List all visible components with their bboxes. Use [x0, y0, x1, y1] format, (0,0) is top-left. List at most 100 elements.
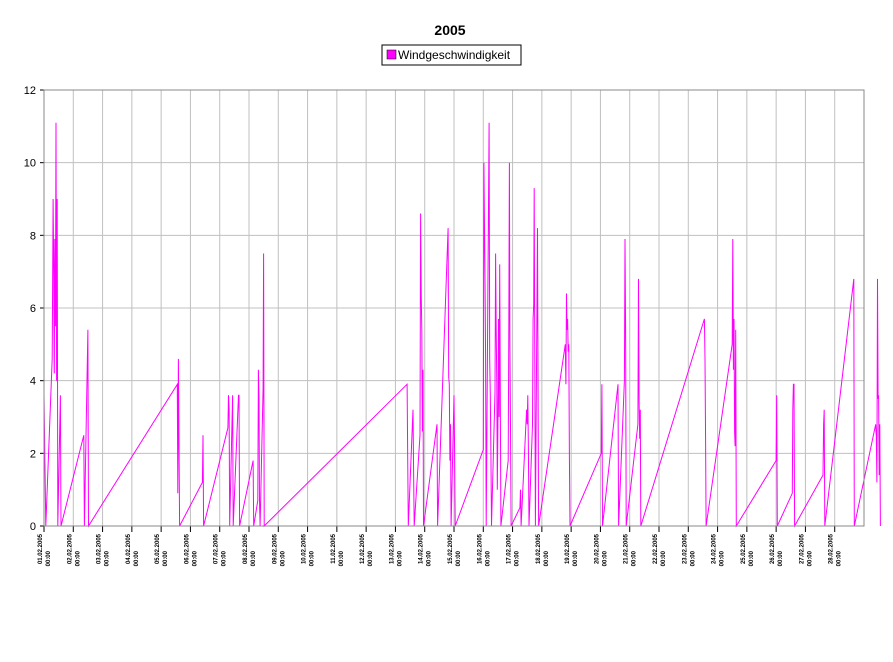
x-tick-time: 00:00 — [602, 550, 608, 566]
series-area — [43, 122, 881, 528]
x-tick-label: 25.02.2005 00:00 — [741, 533, 755, 566]
x-tick-label: 09.02.2005 00:00 — [272, 533, 286, 566]
x-tick-date: 23.02.2005 — [682, 533, 688, 564]
x-tick-time: 00:00 — [720, 550, 726, 566]
x-tick-time: 00:00 — [690, 550, 696, 566]
x-tick-label: 15.02.2005 00:00 — [448, 533, 462, 566]
x-tick-label: 06.02.2005 00:00 — [184, 533, 198, 566]
x-tick-time: 00:00 — [310, 550, 316, 566]
x-tick-date: 05.02.2005 — [155, 533, 161, 564]
x-tick-date: 10.02.2005 — [302, 533, 308, 564]
x-tick-date: 11.02.2005 — [331, 533, 337, 563]
x-tick-date: 25.02.2005 — [741, 533, 747, 564]
legend-box — [381, 44, 522, 66]
x-tick-label: 05.02.2005 00:00 — [155, 533, 169, 566]
x-tick-label: 23.02.2005 00:00 — [682, 533, 696, 566]
x-tick-time: 00:00 — [485, 550, 491, 566]
x-tick-date: 13.02.2005 — [389, 533, 395, 564]
x-tick-date: 01.02.2005 — [38, 533, 44, 564]
x-tick-time: 00:00 — [427, 550, 433, 566]
x-tick-label: 17.02.2005 00:00 — [507, 533, 521, 566]
x-tick-date: 14.02.2005 — [419, 533, 425, 564]
y-tick-label: 10 — [24, 158, 36, 170]
x-tick-time: 00:00 — [251, 550, 257, 566]
x-tick-date: 12.02.2005 — [360, 533, 366, 564]
legend: Windgeschwindigkeit — [381, 44, 522, 66]
x-tick-label: 07.02.2005 00:00 — [214, 533, 228, 566]
x-tick-time: 00:00 — [632, 550, 638, 566]
x-tick-label: 03.02.2005 00:00 — [97, 533, 111, 566]
x-tick-label: 26.02.2005 00:00 — [770, 533, 784, 566]
x-tick-time: 00:00 — [339, 550, 345, 566]
legend-entry-windgeschwindigkeit: Windgeschwindigkeit — [398, 48, 511, 62]
x-tick-time: 00:00 — [837, 550, 843, 566]
x-tick-date: 26.02.2005 — [770, 533, 776, 564]
legend-swatch — [386, 49, 397, 60]
x-tick-time: 00:00 — [573, 550, 579, 566]
y-tick-label: 0 — [30, 521, 36, 533]
x-tick-date: 24.02.2005 — [712, 533, 718, 564]
x-tick-date: 03.02.2005 — [97, 533, 103, 564]
x-tick-time: 00:00 — [134, 550, 140, 566]
grid — [44, 89, 864, 526]
plot-frame — [43, 89, 865, 527]
x-tick-label: 27.02.2005 00:00 — [799, 533, 813, 566]
x-tick-time: 00:00 — [661, 550, 667, 566]
x-tick-time: 00:00 — [163, 550, 169, 566]
x-tick-label: 02.02.2005 00:00 — [67, 533, 81, 566]
x-tick-date: 27.02.2005 — [799, 533, 805, 564]
series-line-windgeschwindigkeit — [43, 122, 881, 528]
x-tick-date: 09.02.2005 — [272, 533, 278, 564]
x-tick-time: 00:00 — [222, 550, 228, 566]
x-tick-label: 16.02.2005 00:00 — [477, 533, 491, 566]
x-axis-ticks: 01.02.2005 00:00 02.02.2005 00:00 03.02.2005… — [38, 526, 843, 566]
x-tick-date: 28.02.2005 — [829, 533, 835, 564]
x-tick-time: 00:00 — [544, 550, 550, 566]
x-tick-time: 00:00 — [456, 550, 462, 566]
y-tick-label: 4 — [30, 376, 36, 388]
x-tick-date: 08.02.2005 — [243, 533, 249, 564]
y-tick-label: 6 — [30, 303, 36, 315]
x-tick-label: 10.02.2005 00:00 — [302, 533, 316, 566]
x-tick-label: 08.02.2005 00:00 — [243, 533, 257, 566]
x-tick-time: 00:00 — [192, 550, 198, 566]
x-tick-time: 00:00 — [75, 550, 81, 566]
x-tick-time: 00:00 — [368, 550, 374, 566]
x-tick-label: 18.02.2005 00:00 — [536, 533, 550, 566]
x-tick-label: 19.02.2005 00:00 — [565, 533, 579, 566]
x-tick-label: 01.02.2005 00:00 — [38, 533, 52, 566]
x-tick-time: 00:00 — [46, 550, 52, 566]
x-tick-time: 00:00 — [778, 550, 784, 566]
x-tick-label: 11.02.2005 00:00 — [331, 533, 345, 566]
x-tick-date: 21.02.2005 — [624, 533, 630, 564]
x-tick-date: 04.02.2005 — [126, 533, 132, 564]
x-tick-time: 00:00 — [105, 550, 111, 566]
x-tick-date: 22.02.2005 — [653, 533, 659, 564]
x-tick-label: 04.02.2005 00:00 — [126, 533, 140, 566]
x-tick-label: 14.02.2005 00:00 — [419, 533, 433, 566]
y-axis-ticks: 0 2 4 6 8 10 12 — [24, 85, 44, 533]
x-tick-label: 22.02.2005 00:00 — [653, 533, 667, 566]
x-tick-time: 00:00 — [280, 550, 286, 566]
y-tick-label: 12 — [24, 85, 36, 97]
x-tick-label: 12.02.2005 00:00 — [360, 533, 374, 566]
x-tick-date: 20.02.2005 — [594, 533, 600, 564]
x-tick-label: 24.02.2005 00:00 — [712, 533, 726, 566]
x-tick-time: 00:00 — [397, 550, 403, 566]
x-tick-date: 17.02.2005 — [507, 533, 513, 564]
y-tick-label: 8 — [30, 230, 36, 242]
x-tick-date: 02.02.2005 — [67, 533, 73, 564]
x-tick-label: 21.02.2005 00:00 — [624, 533, 638, 566]
x-tick-time: 00:00 — [749, 550, 755, 566]
x-tick-label: 28.02.2005 00:00 — [829, 533, 843, 566]
x-tick-date: 16.02.2005 — [477, 533, 483, 564]
chart-title: 2005 — [434, 22, 465, 38]
x-tick-time: 00:00 — [515, 550, 521, 566]
x-tick-date: 06.02.2005 — [184, 533, 190, 564]
x-tick-date: 15.02.2005 — [448, 533, 454, 564]
x-tick-label: 13.02.2005 00:00 — [389, 533, 403, 566]
x-tick-time: 00:00 — [807, 550, 813, 566]
x-tick-date: 07.02.2005 — [214, 533, 220, 564]
x-tick-date: 19.02.2005 — [565, 533, 571, 564]
x-tick-label: 20.02.2005 00:00 — [594, 533, 608, 566]
